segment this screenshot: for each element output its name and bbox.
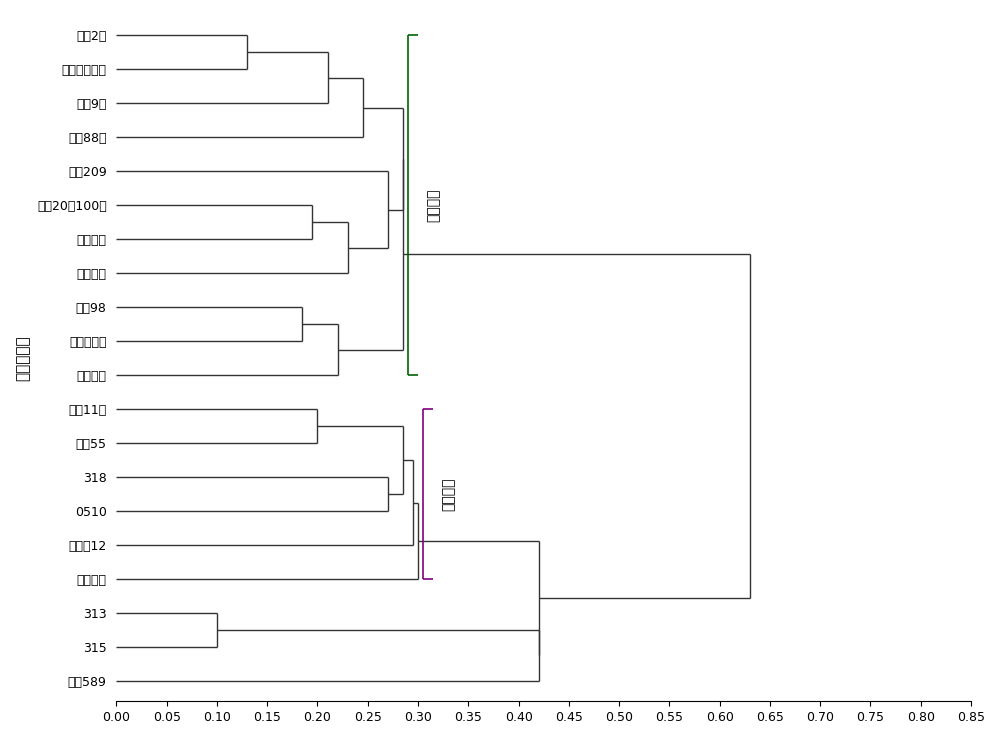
Y-axis label: 冬油菜品种: 冬油菜品种 [15, 336, 30, 381]
Text: 耗寒性弱: 耗寒性弱 [441, 477, 455, 511]
Text: 耗寒性强: 耗寒性强 [426, 188, 440, 222]
